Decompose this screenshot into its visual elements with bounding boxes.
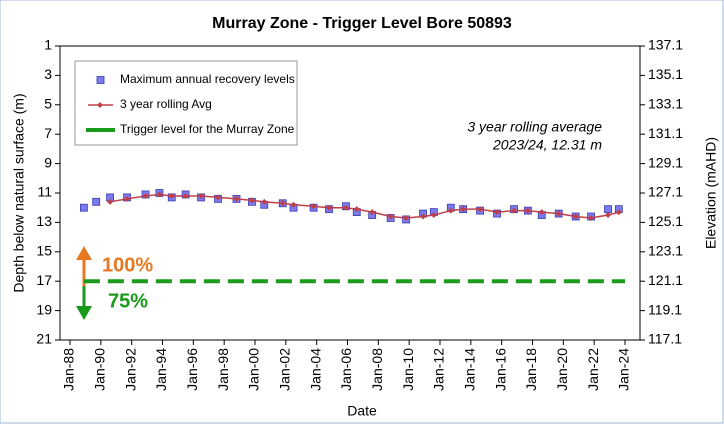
marker [279, 200, 286, 207]
marker [142, 192, 149, 199]
marker [604, 205, 612, 214]
x-tick-label: Jan-10 [400, 348, 416, 391]
y-tick-label: 15 [36, 243, 52, 259]
line [109, 193, 620, 219]
y2-tick-label: 131.1 [648, 125, 683, 141]
x-tick-label: Jan-16 [492, 348, 508, 391]
y-tick-label: 17 [36, 272, 52, 288]
arrow-head [76, 306, 92, 320]
marker [326, 204, 332, 211]
y2-tick-label: 137.1 [648, 37, 683, 53]
marker [494, 209, 501, 216]
legend-label: Trigger level for the Murray Zone [120, 122, 295, 136]
x-tick-label: Jan-18 [523, 348, 539, 391]
y-tick-label: 13 [36, 213, 52, 229]
y-axis-label: Depth below natural surface (m) [11, 93, 27, 292]
x-tick-label: Jan-90 [92, 348, 108, 391]
marker [369, 209, 376, 216]
y2-tick-label: 129.1 [648, 154, 683, 170]
x-tick-label: Jan-96 [184, 348, 200, 391]
marker [615, 209, 622, 216]
y-tick-label: 21 [36, 331, 52, 347]
marker [261, 198, 268, 205]
marker [524, 207, 531, 214]
zone-label: 100% [102, 254, 153, 276]
marker [353, 206, 360, 213]
chart-title: Murray Zone - Trigger Level Bore 50893 [212, 15, 512, 32]
y-tick-label: 9 [44, 154, 52, 170]
y2-tick-label: 127.1 [648, 184, 683, 200]
y2-tick-label: 119.1 [648, 301, 682, 317]
marker [198, 192, 205, 199]
x-tick-label: Jan-92 [122, 348, 138, 391]
y2-tick-label: 121.1 [648, 272, 683, 288]
marker [477, 206, 484, 213]
y-tick-label: 19 [36, 301, 52, 317]
marker [92, 197, 101, 206]
marker [156, 191, 163, 198]
marker [387, 213, 394, 220]
legend-marker [96, 76, 105, 84]
legend-marker [97, 102, 103, 108]
marker [430, 212, 437, 219]
y2-tick-label: 125.1 [648, 213, 683, 229]
zone-label: 75% [108, 290, 148, 312]
x-tick-label: Jan-20 [554, 348, 570, 391]
y2-tick-label: 133.1 [648, 96, 683, 112]
marker [310, 203, 317, 210]
x-tick-label: Jan-98 [215, 348, 231, 391]
x-tick-label: Jan-22 [585, 348, 601, 391]
x-tick-label: Jan-94 [153, 348, 169, 391]
marker [511, 207, 517, 214]
x-tick-label: Jan-04 [307, 348, 323, 391]
x-tick-label: Jan-14 [462, 348, 478, 391]
x-axis-label: Date [347, 403, 377, 419]
marker [182, 192, 189, 199]
annotation: 3 year rolling average [467, 119, 602, 135]
x-tick-label: Jan-88 [61, 348, 77, 391]
marker [403, 214, 410, 221]
y2-tick-label: 117.1 [648, 331, 682, 347]
marker [79, 203, 88, 212]
marker [538, 209, 545, 216]
y2-tick-label: 135.1 [648, 66, 683, 82]
marker [342, 204, 349, 211]
marker [555, 210, 562, 217]
y2-tick-label: 123.1 [648, 243, 683, 259]
marker [588, 214, 595, 221]
marker [460, 206, 467, 213]
x-tick-label: Jan-02 [277, 348, 293, 391]
annotation: 2023/24, 12.31 m [492, 137, 602, 153]
x-tick-label: Jan-08 [369, 348, 385, 391]
x-tick-label: Jan-24 [616, 348, 632, 391]
marker [233, 195, 240, 202]
x-tick-label: Jan-00 [246, 348, 262, 391]
y2-axis-label: Elevation (mAHD) [703, 137, 719, 249]
marker [290, 201, 297, 208]
marker [605, 212, 612, 219]
marker [572, 213, 579, 220]
marker [420, 213, 427, 220]
arrow-head [76, 246, 92, 260]
marker [168, 192, 175, 199]
y-tick-label: 5 [44, 96, 52, 112]
marker [124, 195, 131, 202]
legend-label: 3 year rolling Avg [120, 97, 212, 111]
x-tick-label: Jan-12 [431, 348, 447, 391]
y-tick-label: 3 [44, 66, 52, 82]
y-tick-label: 7 [44, 125, 52, 141]
marker [215, 194, 221, 201]
y-tick-label: 11 [37, 184, 52, 200]
y-tick-label: 1 [44, 37, 52, 53]
x-tick-label: Jan-06 [338, 348, 354, 391]
legend-label: Maximum annual recovery levels [120, 72, 295, 86]
marker [107, 198, 114, 205]
marker [447, 207, 454, 214]
marker [248, 197, 255, 204]
